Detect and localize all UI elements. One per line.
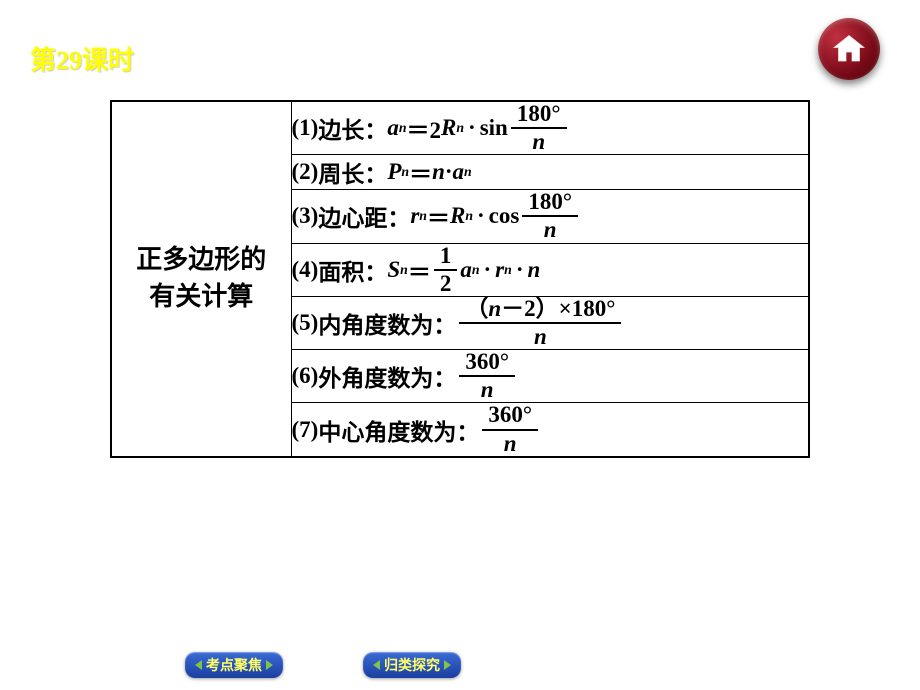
frac-num: （n－2）×180° xyxy=(459,297,621,324)
row-index: (6) xyxy=(292,363,319,389)
nav-label-1: 考点聚焦 xyxy=(206,655,262,675)
nav-button-focus[interactable]: 考点聚焦 xyxy=(185,652,283,678)
table-row: (2) 周长： Pn ＝ n·an xyxy=(291,155,809,190)
nav-label-2: 归类探究 xyxy=(384,655,440,675)
sub-n: n xyxy=(472,262,480,278)
table-left-header: 正多边形的 有关计算 xyxy=(111,101,291,457)
left-label-2: 有关计算 xyxy=(149,282,253,311)
var-a: a xyxy=(387,115,399,141)
dot: · xyxy=(445,159,453,185)
formula-table: 正多边形的 有关计算 (1) 边长： an ＝2 Rn · sin 180° n… xyxy=(110,100,810,458)
dot: · xyxy=(477,203,485,229)
sub-n: n xyxy=(399,120,407,136)
sub-n: n xyxy=(464,164,472,180)
var-P: P xyxy=(387,159,401,185)
row-label: 边心距： xyxy=(318,199,410,233)
frac-den: n xyxy=(475,377,500,402)
term-r: r xyxy=(495,257,504,283)
frac-num: 360° xyxy=(459,350,515,377)
var-S: S xyxy=(387,257,400,283)
term-a: a xyxy=(460,257,472,283)
nav-button-explore[interactable]: 归类探究 xyxy=(363,652,461,678)
arrow-left-icon xyxy=(195,660,202,670)
row-index: (2) xyxy=(292,159,319,185)
trig-sin: sin xyxy=(480,115,508,141)
arrow-right-icon xyxy=(266,660,273,670)
fraction: 180° n xyxy=(522,190,578,242)
dot: · xyxy=(468,115,476,141)
home-button[interactable] xyxy=(818,18,880,80)
frac-num: 180° xyxy=(522,190,578,217)
frac-den: n xyxy=(538,217,563,242)
formula-interior-angle: (5) 内角度数为： （n－2）×180° n xyxy=(292,297,809,349)
table-row: (1) 边长： an ＝2 Rn · sin 180° n xyxy=(291,101,809,155)
sub-n: n xyxy=(419,208,427,224)
row-label: 面积： xyxy=(318,253,387,287)
eq: ＝ xyxy=(409,155,432,189)
row-label: 内角度数为： xyxy=(318,306,456,340)
sub-n: n xyxy=(465,208,473,224)
row-index: (3) xyxy=(292,203,319,229)
row-label: 外角度数为： xyxy=(318,359,456,393)
table-row: (5) 内角度数为： （n－2）×180° n xyxy=(291,296,809,349)
sub-n: n xyxy=(401,164,409,180)
row-label: 周长： xyxy=(318,155,387,189)
home-icon xyxy=(831,31,867,67)
var-R: R xyxy=(450,203,465,229)
formula-central-angle: (7) 中心角度数为： 360° n xyxy=(292,403,809,455)
table-row: (4) 面积： Sn ＝ 1 2 an · rn · n xyxy=(291,243,809,296)
half-num: 1 xyxy=(434,244,458,271)
row-index: (4) xyxy=(292,257,319,283)
page-title: 第29课时 xyxy=(30,40,134,77)
var-R: R xyxy=(441,115,456,141)
eq: ＝2 xyxy=(407,111,442,145)
formula-area: (4) 面积： Sn ＝ 1 2 an · rn · n xyxy=(292,244,809,296)
trig-cos: cos xyxy=(489,203,520,229)
sub-n: n xyxy=(456,120,464,136)
left-label-1: 正多边形的 xyxy=(136,245,266,274)
formula-perimeter: (2) 周长： Pn ＝ n·an xyxy=(292,155,809,189)
table-row: (3) 边心距： rn ＝ Rn · cos 180° n xyxy=(291,190,809,243)
row-index: (7) xyxy=(292,417,319,443)
rhs-a: a xyxy=(453,159,465,185)
table-row: (7) 中心角度数为： 360° n xyxy=(291,403,809,457)
half-den: 2 xyxy=(434,271,458,296)
frac-num: 360° xyxy=(482,403,538,430)
formula-side-length: (1) 边长： an ＝2 Rn · sin 180° n xyxy=(292,102,809,154)
sub-n: n xyxy=(504,262,512,278)
frac-den: n xyxy=(528,324,553,349)
fraction: 360° n xyxy=(482,403,538,455)
eq: ＝ xyxy=(427,199,450,233)
dot: · xyxy=(484,257,492,283)
frac-den: n xyxy=(526,129,551,154)
row-label: 中心角度数为： xyxy=(318,413,479,447)
fraction: 360° n xyxy=(459,350,515,402)
dot: · xyxy=(516,257,524,283)
nav-buttons: 考点聚焦 归类探究 xyxy=(185,652,461,678)
formula-exterior-angle: (6) 外角度数为： 360° n xyxy=(292,350,809,402)
var-r: r xyxy=(410,203,419,229)
sub-n: n xyxy=(400,262,408,278)
fraction: 180° n xyxy=(511,102,567,154)
frac-den: n xyxy=(498,431,523,456)
arrow-left-icon xyxy=(373,660,380,670)
row-index: (1) xyxy=(292,115,319,141)
arrow-right-icon xyxy=(444,660,451,670)
formula-apothem: (3) 边心距： rn ＝ Rn · cos 180° n xyxy=(292,190,809,242)
term-n: n xyxy=(527,257,540,283)
fraction-half: 1 2 xyxy=(434,244,458,296)
table-row: (6) 外角度数为： 360° n xyxy=(291,350,809,403)
fraction: （n－2）×180° n xyxy=(459,297,621,349)
row-label: 边长： xyxy=(318,111,387,145)
eq: ＝ xyxy=(408,253,431,287)
rhs-n: n xyxy=(432,159,445,185)
row-index: (5) xyxy=(292,310,319,336)
frac-num: 180° xyxy=(511,102,567,129)
